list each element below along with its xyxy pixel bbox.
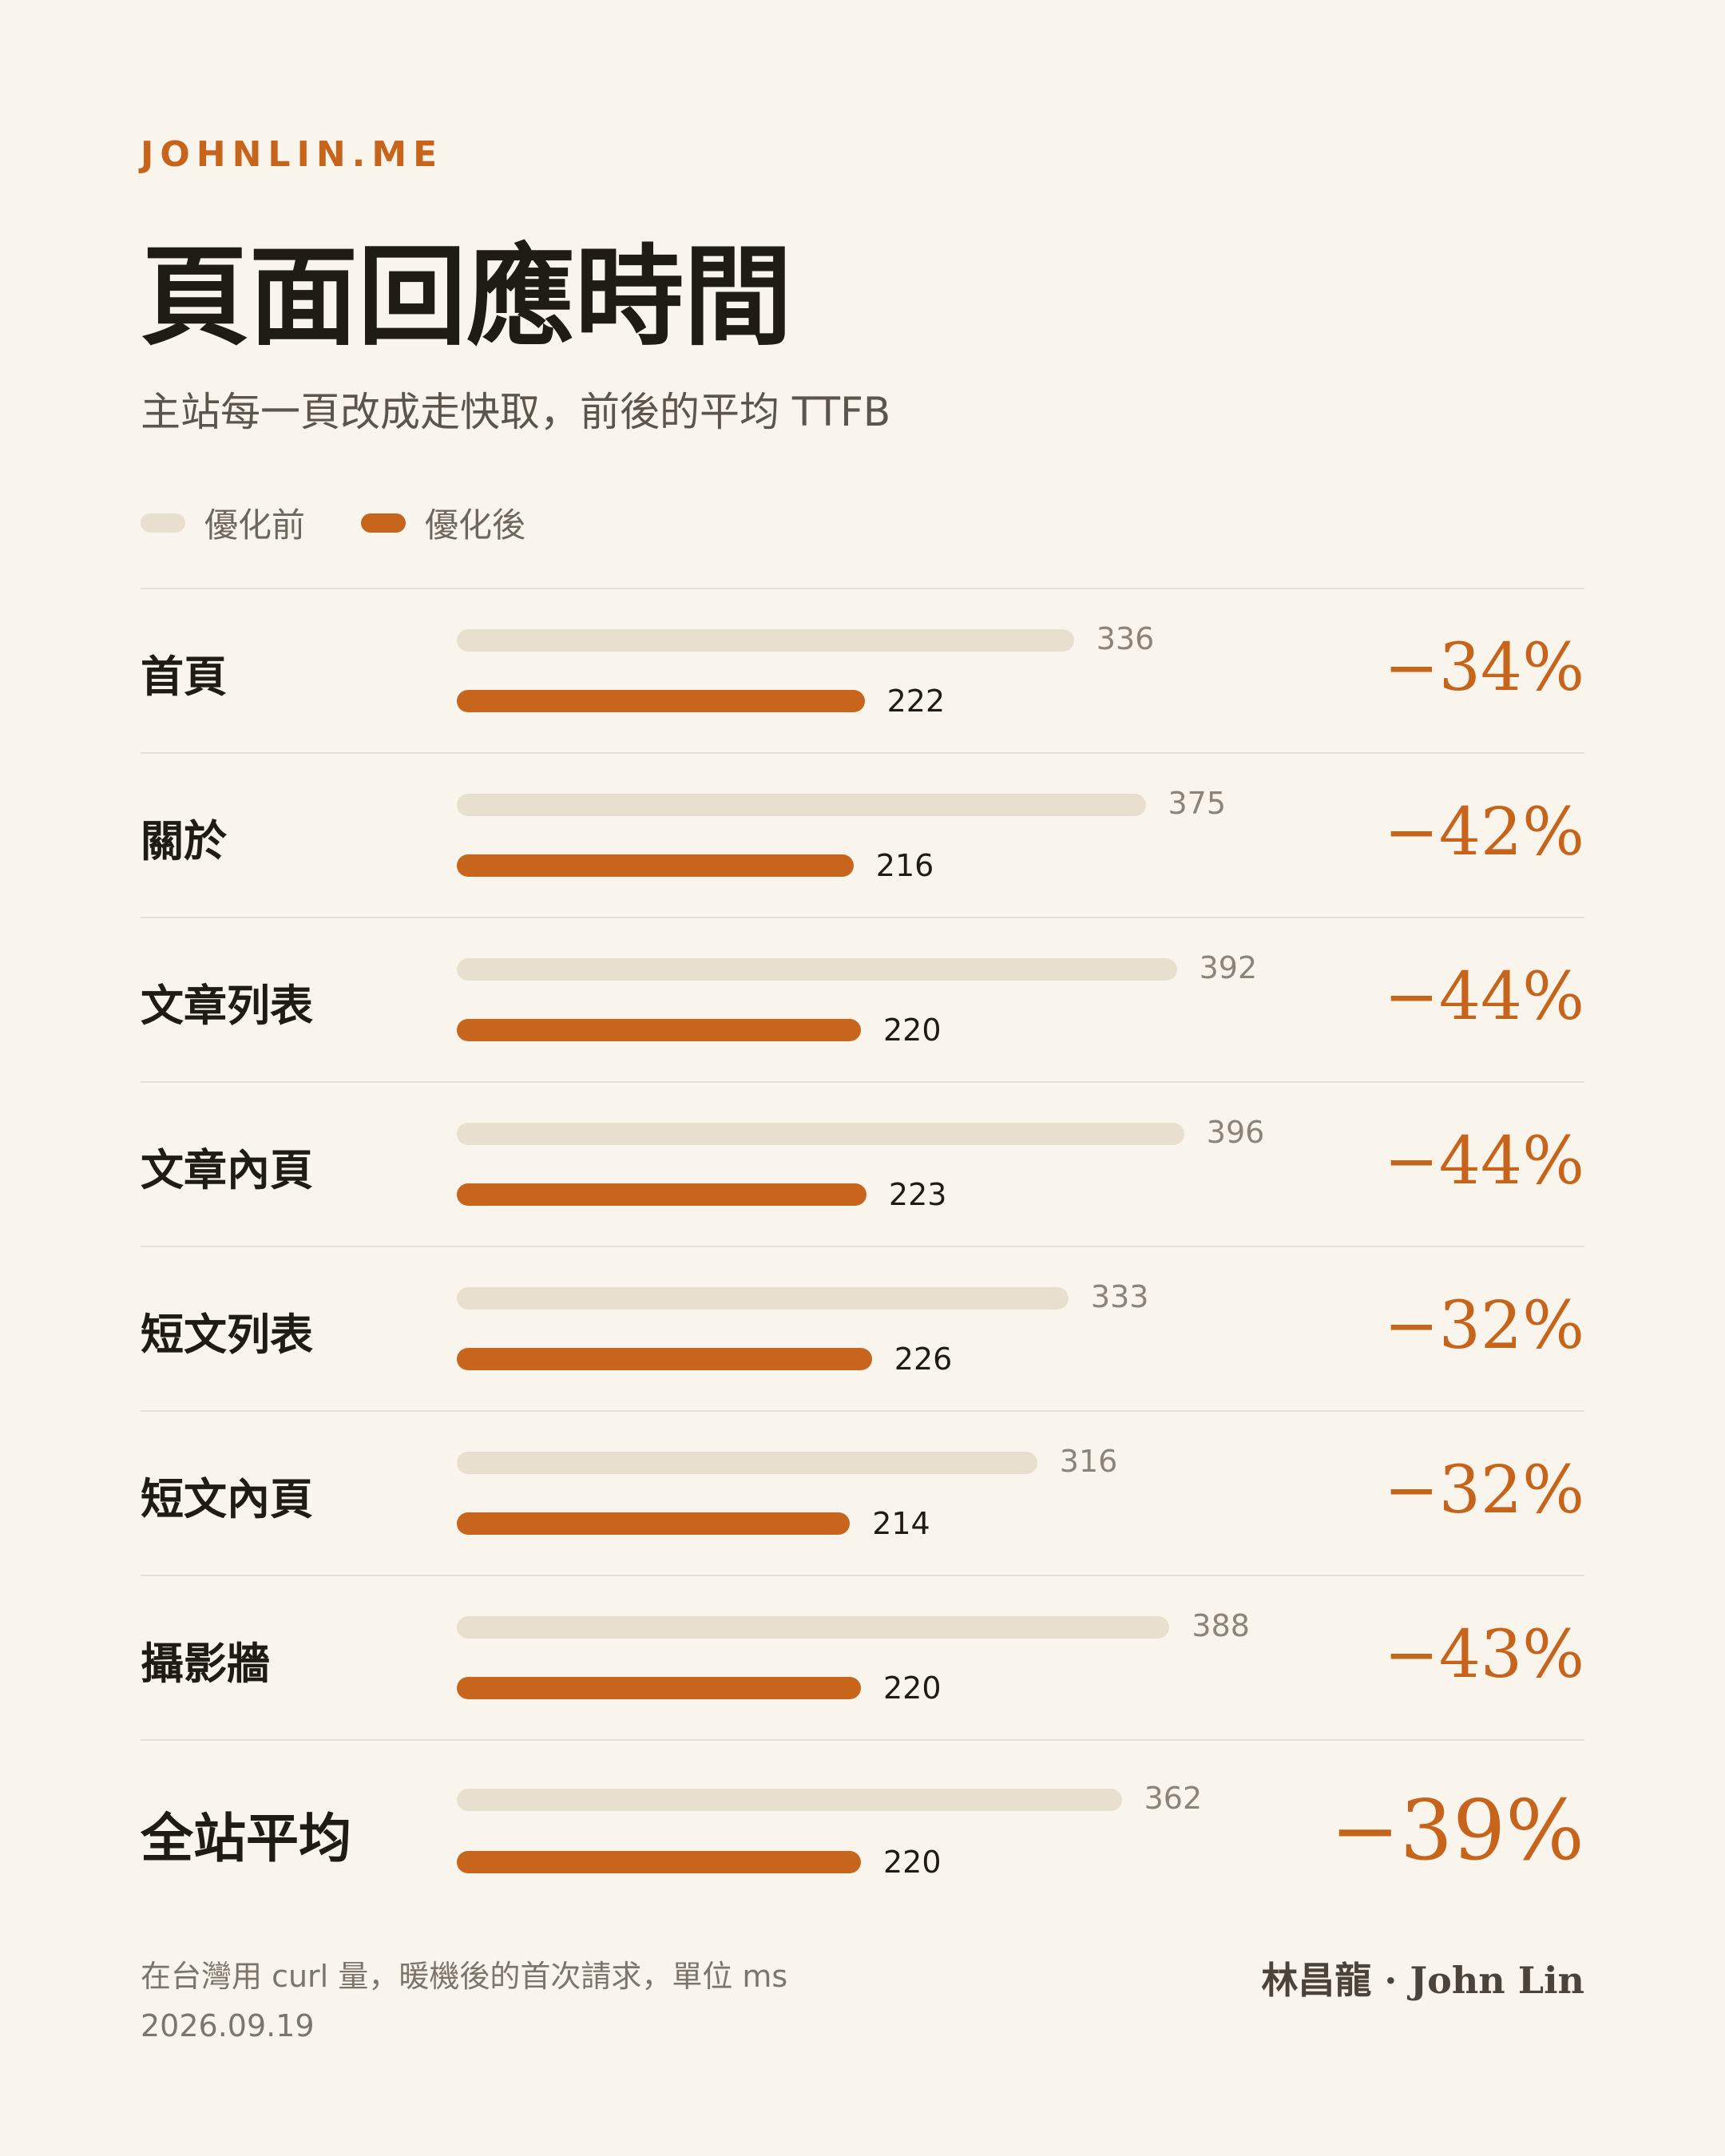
value-label-before: 336: [1096, 621, 1155, 656]
value-label-after: 216: [875, 848, 934, 883]
row-label: 短文列表: [141, 1310, 313, 1360]
chart-title: 頁面回應時間: [141, 233, 792, 361]
change-percent: −39%: [1330, 1781, 1584, 1879]
value-label-after: 222: [886, 684, 946, 719]
bar-after: [457, 1512, 851, 1535]
bar-before: [457, 794, 1146, 816]
row-label: 文章內頁: [141, 1145, 313, 1195]
footnote-date: 2026.09.19: [141, 2008, 315, 2043]
row-divider: [141, 917, 1584, 918]
change-percent: −44%: [1384, 1124, 1584, 1199]
row-divider: [141, 1739, 1584, 1741]
value-label-before: 333: [1090, 1279, 1149, 1314]
bar-after: [457, 1348, 872, 1370]
value-label-after: 220: [883, 1013, 942, 1048]
row-divider: [141, 1246, 1584, 1247]
bar-before: [457, 1616, 1170, 1639]
legend-label-before: 優化前: [204, 505, 306, 545]
legend-swatch-after: [361, 513, 406, 533]
bar-after: [457, 1019, 861, 1041]
bar-before: [457, 1789, 1122, 1811]
bar-before: [457, 1287, 1069, 1310]
value-label-after: 214: [872, 1506, 930, 1541]
value-label-after: 226: [894, 1342, 953, 1377]
change-percent: −34%: [1384, 630, 1584, 706]
chart-subtitle: 主站每一頁改成走快取，前後的平均 TTFB: [141, 389, 891, 435]
change-percent: −32%: [1384, 1288, 1584, 1364]
value-label-before: 362: [1144, 1781, 1203, 1816]
value-label-after: 220: [883, 1845, 942, 1880]
row-divider: [141, 588, 1584, 589]
legend-item-before: 優化前: [141, 498, 305, 547]
value-label-before: 375: [1168, 786, 1227, 821]
bar-before: [457, 1123, 1184, 1145]
row-label: 攝影牆: [141, 1639, 270, 1689]
legend-label-after: 優化後: [425, 505, 526, 545]
row-divider: [141, 752, 1584, 754]
change-percent: −32%: [1384, 1453, 1584, 1528]
row-label: 關於: [141, 816, 227, 866]
bar-after: [457, 690, 865, 712]
bar-after: [457, 1851, 861, 1873]
legend-item-after: 優化後: [361, 498, 525, 547]
change-percent: −43%: [1384, 1617, 1584, 1693]
bar-after: [457, 1183, 866, 1206]
row-label: 文章列表: [141, 981, 313, 1031]
row-divider: [141, 1081, 1584, 1083]
value-label-before: 388: [1192, 1608, 1250, 1643]
brand: JOHNLIN.ME: [141, 134, 444, 175]
value-label-before: 316: [1059, 1444, 1118, 1479]
row-label: 短文內頁: [141, 1474, 313, 1524]
row-divider: [141, 1410, 1584, 1412]
footnote-note: 在台灣用 curl 量，暖機後的首次請求，單位 ms: [141, 1959, 788, 1994]
bar-before: [457, 629, 1074, 652]
row-label: 首頁: [141, 652, 227, 702]
bar-before: [457, 958, 1177, 981]
legend-swatch-before: [141, 513, 185, 533]
value-label-after: 220: [883, 1671, 942, 1706]
bar-after: [457, 854, 854, 877]
bar-before: [457, 1452, 1037, 1474]
value-label-before: 392: [1199, 950, 1258, 985]
bar-after: [457, 1677, 861, 1699]
value-label-before: 396: [1206, 1115, 1265, 1150]
row-divider: [141, 1575, 1584, 1576]
change-percent: −42%: [1384, 795, 1584, 870]
change-percent: −44%: [1384, 959, 1584, 1035]
value-label-after: 223: [888, 1177, 947, 1212]
footnote: 在台灣用 curl 量，暖機後的首次請求，單位 ms 2026.09.19: [141, 1952, 787, 2051]
author: 林昌龍 · John Lin: [1261, 1959, 1584, 2002]
row-label: 全站平均: [141, 1807, 351, 1869]
legend: 優化前 優化後: [141, 498, 581, 547]
